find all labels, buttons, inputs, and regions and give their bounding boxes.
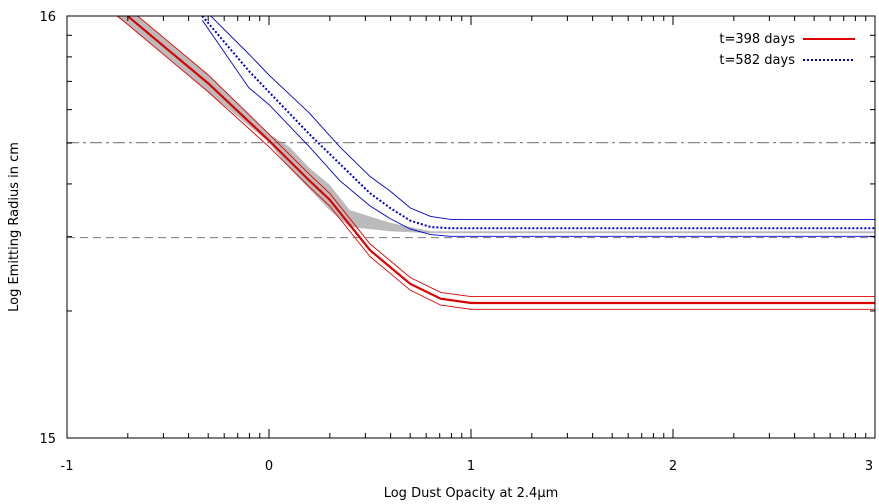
x-tick-label: -1: [61, 459, 74, 474]
y-tick-label: 15: [39, 432, 56, 447]
x-tick-label: 3: [865, 459, 873, 474]
series-t582-upper-bound: [210, 16, 875, 220]
legend-label-t398: t=398 days: [719, 32, 795, 47]
axis-ticks: [66, 15, 876, 439]
y-axis-title: Log Emitting Radius in cm: [7, 142, 22, 312]
x-tick-label: 1: [467, 459, 475, 474]
series-t398-upper-bound: [136, 16, 875, 298]
series-t582-line: [201, 16, 875, 230]
plot-area: [67, 16, 875, 310]
shaded-band: [115, 16, 875, 234]
series-t398-line: [125, 16, 875, 305]
x-axis-title: Log Dust Opacity at 2.4µm: [384, 486, 559, 501]
series-t398-lower-bound: [116, 16, 875, 310]
legend: t=398 days t=582 days: [719, 32, 855, 68]
legend-label-t582: t=582 days: [719, 53, 795, 68]
x-tick-label: 2: [669, 459, 677, 474]
plot-frame: [66, 15, 876, 439]
y-tick-label: 16: [39, 10, 56, 25]
x-tick-label: 0: [265, 459, 273, 474]
series-t582-lower-bound: [201, 19, 875, 237]
